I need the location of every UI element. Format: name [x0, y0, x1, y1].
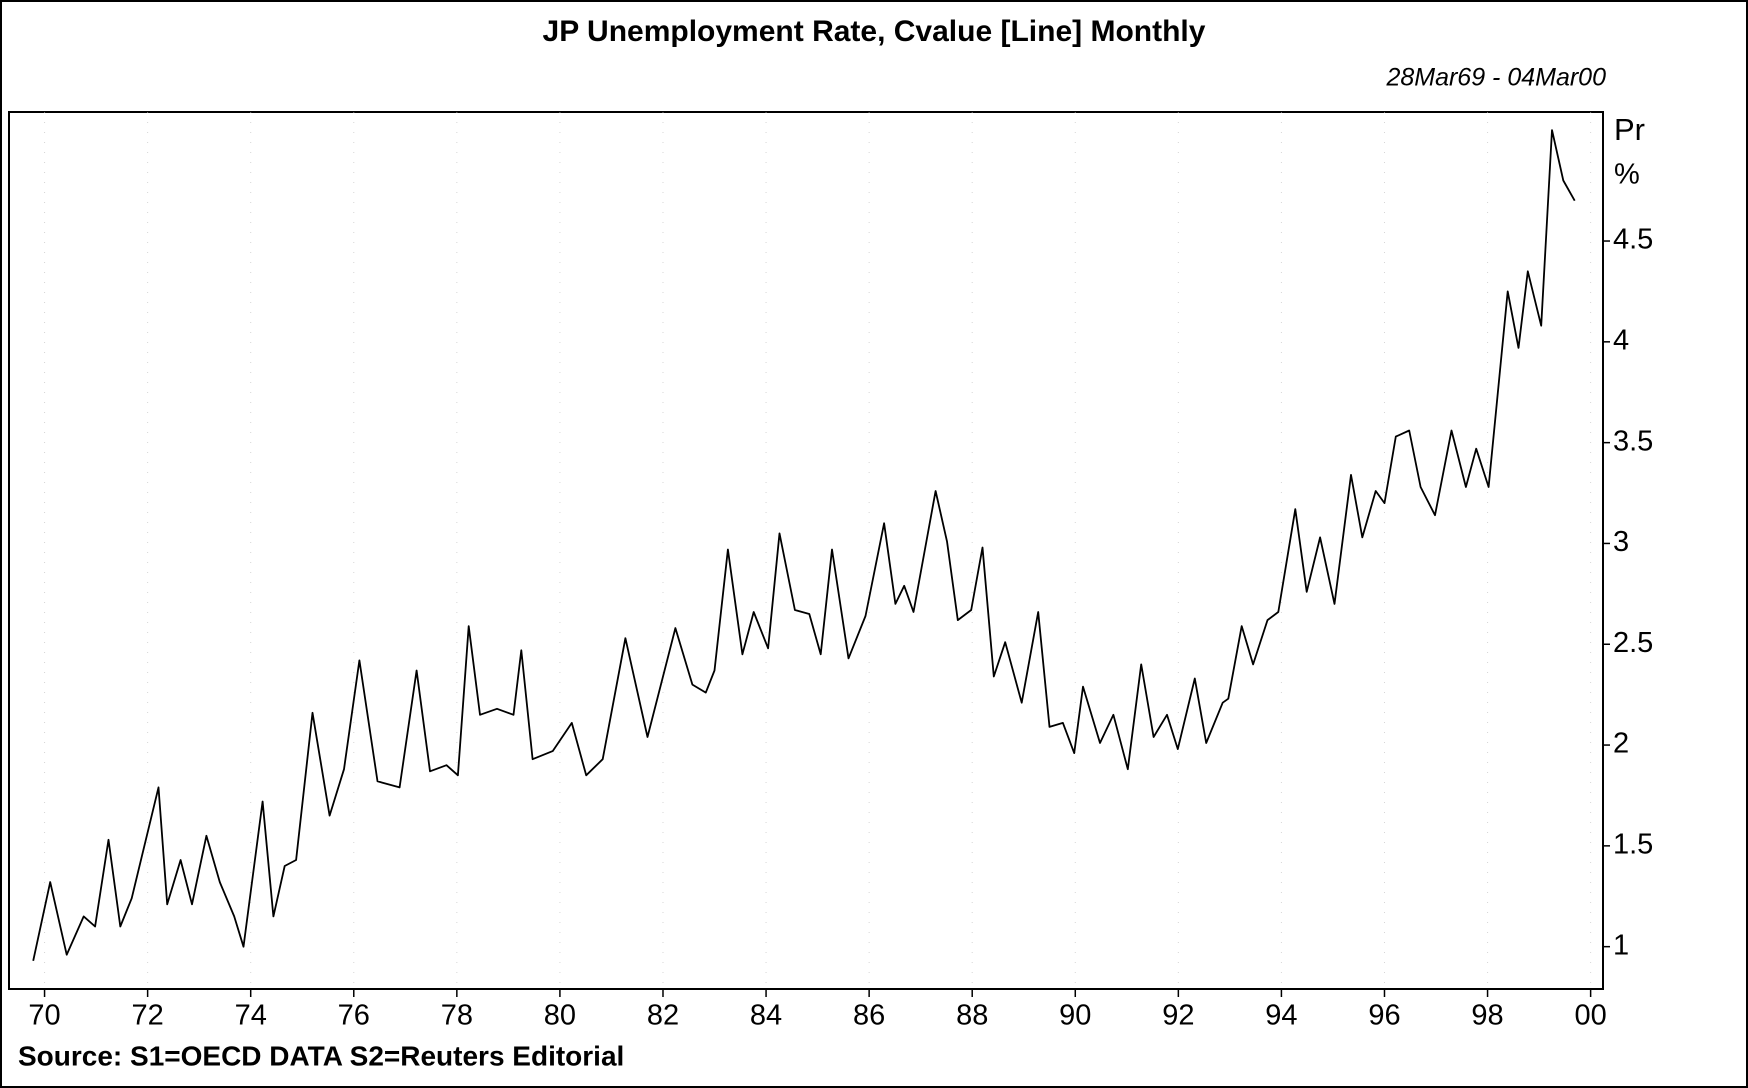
x-tick-label: 80	[544, 1000, 576, 1032]
x-tick-label: 72	[131, 1000, 163, 1032]
x-tick-label: 70	[28, 1000, 60, 1032]
x-tick-label: 84	[750, 1000, 782, 1032]
plot-area	[8, 111, 1604, 990]
chart-title: JP Unemployment Rate, Cvalue [Line] Mont…	[543, 15, 1206, 48]
y-tick-label: 2	[1613, 728, 1629, 760]
x-tick-label: 74	[235, 1000, 267, 1032]
unit-label: %	[1614, 159, 1640, 191]
data-line	[32, 129, 1576, 961]
x-tick-label: 86	[853, 1000, 885, 1032]
x-tick-label: 82	[647, 1000, 679, 1032]
y-tick-label: 3.5	[1613, 425, 1653, 457]
x-tick-label: 76	[338, 1000, 370, 1032]
y-tick-label: 3	[1613, 526, 1629, 558]
x-tick-label: 98	[1471, 1000, 1503, 1032]
x-tick-label: 96	[1368, 1000, 1400, 1032]
source-note: Source: S1=OECD DATA S2=Reuters Editoria…	[18, 1040, 624, 1071]
y-tick-label: 2.5	[1613, 627, 1653, 659]
x-tick-label: 90	[1059, 1000, 1091, 1032]
unit-label: Pr	[1614, 112, 1645, 147]
y-tick-label: 4.5	[1613, 224, 1653, 256]
x-tick-label: 92	[1162, 1000, 1194, 1032]
y-tick-label: 1.5	[1613, 829, 1653, 861]
x-tick-label: 88	[956, 1000, 988, 1032]
date-range: 28Mar69 - 04Mar00	[1385, 64, 1606, 92]
y-tick-label: 4	[1613, 324, 1629, 356]
x-tick-label: 78	[441, 1000, 473, 1032]
x-tick-label: 94	[1265, 1000, 1297, 1032]
x-tick-label: 00	[1574, 1000, 1606, 1032]
y-tick-label: 1	[1613, 929, 1629, 961]
